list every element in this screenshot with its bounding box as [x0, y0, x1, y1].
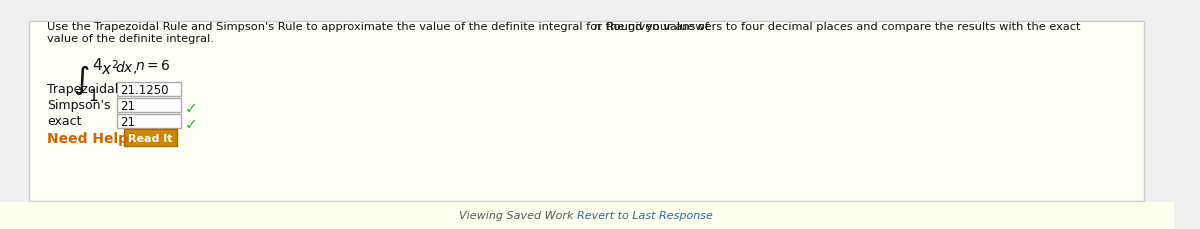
FancyBboxPatch shape	[118, 83, 181, 97]
Text: 21: 21	[120, 116, 136, 129]
Text: Trapezoidal: Trapezoidal	[47, 83, 118, 95]
Text: Viewing Saved Work: Viewing Saved Work	[460, 210, 577, 220]
Text: ✓: ✓	[185, 101, 198, 115]
Text: 21.1250: 21.1250	[120, 84, 169, 97]
Text: $x^2$: $x^2$	[101, 59, 119, 77]
Text: ✓: ✓	[185, 117, 198, 131]
Text: $dx,$: $dx,$	[115, 59, 138, 76]
Text: Simpson's: Simpson's	[47, 98, 110, 112]
Text: value of the definite integral.: value of the definite integral.	[47, 34, 214, 44]
Text: Use the Trapezoidal Rule and Simpson's Rule to approximate the value of the defi: Use the Trapezoidal Rule and Simpson's R…	[47, 22, 713, 32]
Text: $n = 6$: $n = 6$	[134, 59, 170, 73]
FancyBboxPatch shape	[125, 129, 178, 146]
Text: . Round your answers to four decimal places and compare the results with the exa: . Round your answers to four decimal pla…	[599, 22, 1081, 32]
FancyBboxPatch shape	[29, 22, 1145, 201]
Text: Need Help?: Need Help?	[47, 131, 136, 145]
FancyBboxPatch shape	[118, 114, 181, 128]
FancyBboxPatch shape	[118, 98, 181, 112]
FancyBboxPatch shape	[0, 202, 1174, 229]
Text: $\int_1^4$: $\int_1^4$	[73, 56, 103, 103]
Text: exact: exact	[47, 114, 82, 128]
Text: 21: 21	[120, 100, 136, 113]
Text: Revert to Last Response: Revert to Last Response	[577, 210, 713, 220]
Text: Read It: Read It	[128, 133, 173, 143]
Text: n: n	[594, 22, 601, 32]
